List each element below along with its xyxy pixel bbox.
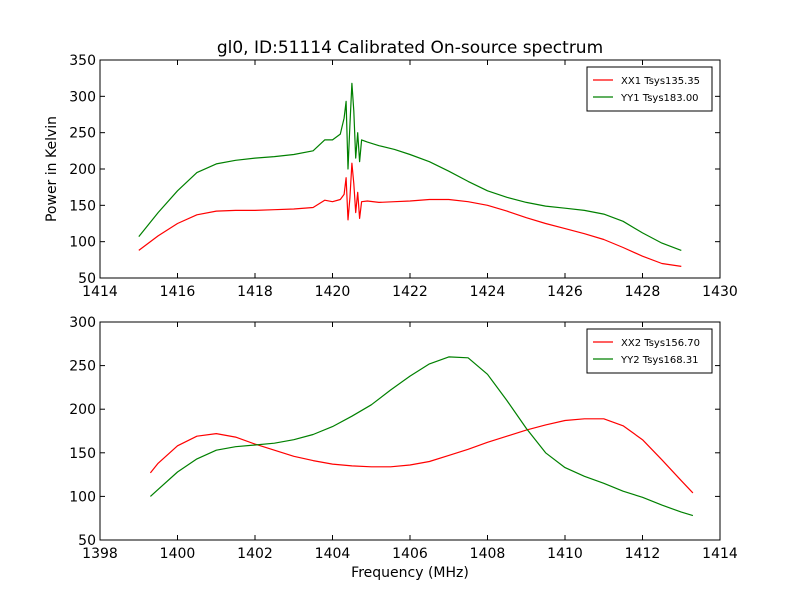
x-tick-label: 1422 bbox=[392, 284, 428, 300]
y-tick-label: 100 bbox=[69, 489, 96, 505]
x-tick-label: 1410 bbox=[547, 546, 583, 562]
legend: XX2 Tsys156.70 YY2 Tsys168.31 bbox=[586, 328, 713, 374]
x-tick-label: 1420 bbox=[315, 284, 351, 300]
x-tick-label: 1414 bbox=[702, 546, 738, 562]
x-tick-label: 1400 bbox=[160, 546, 196, 562]
series-line-1-1 bbox=[138, 162, 682, 267]
legend-label: XX2 Tsys156.70 bbox=[621, 338, 700, 349]
y-axis-label: Power in Kelvin bbox=[44, 116, 60, 222]
y-tick-label: 50 bbox=[78, 533, 96, 549]
x-tick-label: 1428 bbox=[625, 284, 661, 300]
series-line-2-1 bbox=[149, 418, 694, 494]
y-tick-label: 300 bbox=[69, 315, 96, 331]
x-tick-label: 1412 bbox=[625, 546, 661, 562]
x-tick-label: 1398 bbox=[82, 546, 118, 562]
legend: XX1 Tsys135.35 YY1 Tsys183.00 bbox=[586, 66, 713, 112]
series-line-1-2 bbox=[138, 82, 682, 251]
legend-label: YY2 Tsys168.31 bbox=[620, 355, 699, 366]
x-tick-label: 1416 bbox=[160, 284, 196, 300]
y-tick-label: 100 bbox=[69, 235, 96, 251]
legend-label: XX1 Tsys135.35 bbox=[621, 76, 700, 87]
chart-panel-2: 1398 1400 1402 1404 1406 1408 1410 1412 1414 50 10… bbox=[69, 315, 738, 562]
x-tick-label: 1404 bbox=[315, 546, 351, 562]
x-tick-label: 1418 bbox=[237, 284, 273, 300]
legend-label: YY1 Tsys183.00 bbox=[620, 93, 699, 104]
chart-panels: 1414 1416 1418 1420 1422 1424 1426 1428 1430 50 10… bbox=[69, 53, 738, 562]
x-tick-label: 1424 bbox=[470, 284, 506, 300]
y-tick-label: 150 bbox=[69, 446, 96, 462]
y-tick-label: 200 bbox=[69, 402, 96, 418]
x-tick-label: 1426 bbox=[547, 284, 583, 300]
y-tick-label: 250 bbox=[69, 126, 96, 142]
legend-box bbox=[586, 66, 713, 112]
x-axis-label: Frequency (MHz) bbox=[351, 565, 469, 581]
x-tick-label: 1406 bbox=[392, 546, 428, 562]
series-line-2-2 bbox=[149, 356, 694, 517]
chart-panel-1: 1414 1416 1418 1420 1422 1424 1426 1428 1430 50 10… bbox=[69, 53, 738, 300]
y-tick-label: 250 bbox=[69, 359, 96, 375]
x-tick-label: 1408 bbox=[470, 546, 506, 562]
x-tick-label: 1430 bbox=[702, 284, 738, 300]
legend-box bbox=[586, 328, 713, 374]
y-tick-label: 200 bbox=[69, 162, 96, 178]
y-tick-label: 350 bbox=[69, 53, 96, 69]
y-tick-label: 300 bbox=[69, 89, 96, 105]
y-tick-label: 150 bbox=[69, 198, 96, 214]
x-tick-label: 1402 bbox=[237, 546, 273, 562]
y-tick-label: 50 bbox=[78, 271, 96, 287]
figure-title: gl0, ID:51114 Calibrated On-source spect… bbox=[217, 38, 603, 58]
x-tick-label: 1414 bbox=[82, 284, 118, 300]
